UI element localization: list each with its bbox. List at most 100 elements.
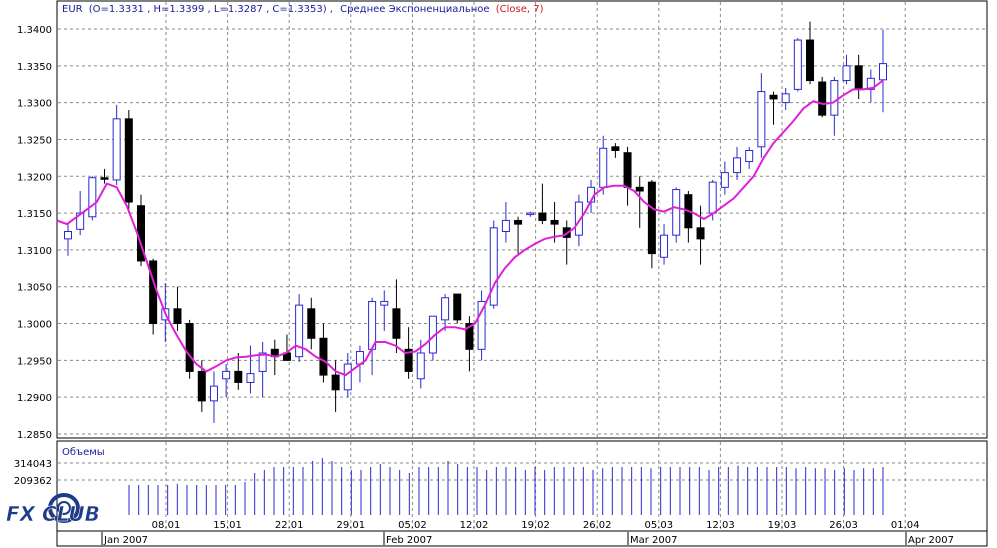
candle-body-bear: [696, 227, 705, 240]
candle-body-bull: [258, 352, 267, 372]
candle: [696, 205, 705, 265]
candle-body-bull: [866, 77, 875, 90]
month-label: Jan 2007: [103, 535, 148, 546]
candle-body-bear: [307, 308, 316, 339]
candle: [136, 194, 145, 267]
candle: [453, 293, 462, 324]
y-tick-label: 1.3200: [17, 172, 52, 183]
candle-body-bull: [501, 219, 510, 232]
candle: [258, 341, 267, 398]
candle-body-bear: [818, 81, 827, 116]
chart-header: EUR (O=1.3331 , H=1.3399 , L=1.3287 , C=…: [62, 4, 544, 15]
candle: [319, 323, 328, 383]
candle: [793, 37, 802, 92]
candle: [745, 146, 754, 169]
candle: [331, 360, 340, 412]
x-tick-label: 05.02: [398, 520, 427, 531]
candle-body-bear: [514, 219, 523, 225]
header-indicator-params: (Close, 7): [496, 4, 544, 15]
candle: [526, 211, 535, 217]
candle-body-bear: [453, 293, 462, 321]
vol-tick-label: 314043: [14, 459, 52, 470]
candle: [514, 216, 523, 254]
candle-body-bull: [295, 304, 304, 358]
y-tick-label: 1.3250: [17, 135, 52, 146]
y-tick-label: 1.3300: [17, 99, 52, 110]
candle-body-bull: [88, 177, 97, 218]
y-tick-label: 1.3050: [17, 283, 52, 294]
candle: [635, 176, 644, 228]
candle: [307, 297, 316, 350]
x-axis-labels: 08.01 15.01 22.01 29.01 05.02 12.02 19.02 26.02…: [152, 520, 920, 531]
candle: [611, 143, 620, 158]
x-tick-label: 26.03: [829, 520, 858, 531]
candle-body-bull: [781, 93, 790, 104]
volume-bars: [128, 458, 884, 515]
candle-body-bear: [173, 308, 182, 325]
candle-body-bear: [465, 323, 474, 350]
candle-body-bull: [745, 150, 754, 163]
month-label: Feb 2007: [386, 535, 432, 546]
candle-body-bear: [538, 212, 547, 221]
month-bar-frame: [56, 530, 988, 547]
x-tick-label: 26.02: [583, 520, 612, 531]
candle: [866, 69, 875, 103]
header-ohlc: (O=1.3331 , H=1.3399 , L=1.3287 , C=1.33…: [89, 4, 333, 15]
candle-body-bear: [806, 39, 815, 82]
candle: [88, 176, 97, 221]
candle-body-bear: [197, 370, 206, 402]
candle: [173, 286, 182, 331]
candle: [209, 371, 218, 423]
candle: [100, 168, 109, 184]
candle-body-bull: [526, 212, 535, 216]
candle: [112, 104, 121, 186]
candle: [757, 73, 766, 158]
x-tick-label: 19.03: [768, 520, 797, 531]
candle: [477, 290, 486, 361]
candle: [769, 91, 778, 125]
candle-body-bull: [209, 385, 218, 402]
candle: [830, 76, 839, 136]
ema-line: [56, 79, 884, 377]
candle-body-bull: [76, 212, 85, 230]
candle: [295, 294, 304, 362]
y-axis-labels: 1.3400 1.3350 1.3300 1.3250 1.3200 1.3150 1.31…: [14, 25, 52, 487]
candle: [720, 161, 729, 195]
candle-body-bull: [380, 300, 389, 306]
y-tick-label: 1.2850: [17, 430, 52, 441]
candle-body-bull: [599, 147, 608, 188]
logo-text: FX CLUB: [6, 502, 100, 526]
candle: [538, 183, 547, 225]
candle-body-bear: [319, 337, 328, 376]
candle-body-bear: [185, 323, 194, 372]
candle-body-bear: [854, 65, 863, 90]
candle: [234, 353, 243, 390]
candle: [842, 54, 851, 85]
candle-body-bull: [720, 172, 729, 188]
x-tick-label: 22.01: [275, 520, 304, 531]
x-tick-label: 15.01: [213, 520, 242, 531]
candle-body-bear: [769, 94, 778, 100]
y-tick-label: 1.2950: [17, 356, 52, 367]
y-tick-label: 1.3000: [17, 320, 52, 331]
x-tick-label: 08.01: [152, 520, 181, 531]
grid: [58, 2, 986, 530]
month-label: Apr 2007: [908, 535, 954, 546]
candle: [64, 224, 72, 256]
candle-body-bull: [660, 234, 669, 258]
candle-body-bear: [331, 374, 340, 391]
candle-body-bull: [112, 118, 121, 181]
y-tick-label: 1.3150: [17, 209, 52, 220]
candle: [185, 319, 194, 379]
candle: [124, 110, 133, 214]
candle: [501, 202, 510, 243]
candle-body-bull: [441, 297, 450, 321]
candle-body-bear: [635, 186, 644, 192]
x-tick-label: 01.04: [891, 520, 920, 531]
candle: [465, 316, 474, 372]
candle: [222, 364, 231, 398]
candle: [806, 21, 815, 85]
candle-body-bear: [392, 308, 401, 339]
candle: [879, 29, 887, 113]
